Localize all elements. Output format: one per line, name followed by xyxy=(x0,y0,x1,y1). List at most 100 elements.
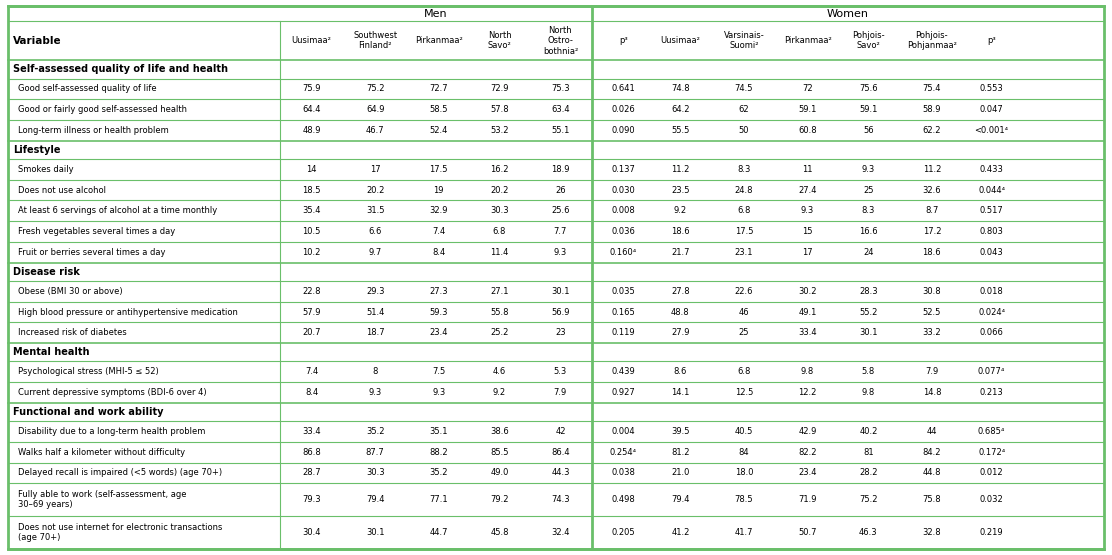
Text: 59.1: 59.1 xyxy=(860,105,877,114)
Text: 50: 50 xyxy=(738,126,749,135)
Text: 27.4: 27.4 xyxy=(798,185,816,195)
Text: 7.9: 7.9 xyxy=(925,367,939,376)
Text: 50.7: 50.7 xyxy=(798,528,816,537)
Text: 60.8: 60.8 xyxy=(798,126,817,135)
Text: 0.030: 0.030 xyxy=(612,185,635,195)
Text: 40.5: 40.5 xyxy=(735,427,753,436)
Text: 9.8: 9.8 xyxy=(862,388,875,397)
Text: 0.553: 0.553 xyxy=(980,84,1003,93)
Text: 49.1: 49.1 xyxy=(798,307,816,316)
Text: 0.035: 0.035 xyxy=(612,287,635,296)
Text: 21.7: 21.7 xyxy=(672,248,689,257)
Text: 12.2: 12.2 xyxy=(798,388,816,397)
Text: 10.2: 10.2 xyxy=(302,248,320,257)
Text: Men: Men xyxy=(424,8,448,18)
Text: 9.2: 9.2 xyxy=(674,206,687,215)
Text: 58.5: 58.5 xyxy=(429,105,448,114)
Text: Pohjois-
Pohjanmaa²: Pohjois- Pohjanmaa² xyxy=(907,31,956,51)
Text: 0.517: 0.517 xyxy=(980,206,1003,215)
Text: Lifestyle: Lifestyle xyxy=(13,145,60,155)
Text: High blood pressure or antihypertensive medication: High blood pressure or antihypertensive … xyxy=(18,307,238,316)
Text: 0.433: 0.433 xyxy=(980,165,1003,174)
Text: 86.4: 86.4 xyxy=(552,448,569,457)
Text: 56: 56 xyxy=(863,126,874,135)
Text: North
Ostro-
bothnia²: North Ostro- bothnia² xyxy=(543,26,578,56)
Text: 72.7: 72.7 xyxy=(429,84,448,93)
Text: Pirkanmaa²: Pirkanmaa² xyxy=(415,36,463,46)
Text: 82.2: 82.2 xyxy=(798,448,816,457)
Text: 55.1: 55.1 xyxy=(552,126,569,135)
Text: 20.2: 20.2 xyxy=(366,185,385,195)
Text: 27.3: 27.3 xyxy=(429,287,448,296)
Text: 24: 24 xyxy=(863,248,874,257)
Text: 45.8: 45.8 xyxy=(490,528,509,537)
Text: 30.4: 30.4 xyxy=(302,528,321,537)
Text: 0.439: 0.439 xyxy=(612,367,635,376)
Text: 7.4: 7.4 xyxy=(433,227,445,236)
Text: 72: 72 xyxy=(802,84,813,93)
Text: 72.9: 72.9 xyxy=(490,84,509,93)
Text: 44: 44 xyxy=(926,427,937,436)
Text: 6.8: 6.8 xyxy=(737,367,751,376)
Text: 27.9: 27.9 xyxy=(672,328,689,337)
Text: 62: 62 xyxy=(738,105,749,114)
Text: Fruit or berries several times a day: Fruit or berries several times a day xyxy=(18,248,166,257)
Text: Varsinais-
Suomi²: Varsinais- Suomi² xyxy=(724,31,764,51)
Text: 53.2: 53.2 xyxy=(490,126,509,135)
Text: 79.2: 79.2 xyxy=(490,495,509,504)
Text: 48.9: 48.9 xyxy=(302,126,321,135)
Text: Southwest
Finland²: Southwest Finland² xyxy=(354,31,397,51)
Text: 75.4: 75.4 xyxy=(923,84,941,93)
Text: 0.641: 0.641 xyxy=(612,84,635,93)
Text: 17.2: 17.2 xyxy=(923,227,941,236)
Text: 12.5: 12.5 xyxy=(735,388,753,397)
Text: 11.4: 11.4 xyxy=(490,248,509,257)
Text: 0.008: 0.008 xyxy=(612,206,635,215)
Text: 84.2: 84.2 xyxy=(923,448,941,457)
Text: 87.7: 87.7 xyxy=(366,448,385,457)
Text: 9.8: 9.8 xyxy=(801,367,814,376)
Text: 35.2: 35.2 xyxy=(429,468,448,477)
Text: 19: 19 xyxy=(434,185,444,195)
Text: 75.8: 75.8 xyxy=(923,495,941,504)
Text: Variable: Variable xyxy=(13,36,61,46)
Text: 41.7: 41.7 xyxy=(735,528,753,537)
Text: 35.4: 35.4 xyxy=(302,206,321,215)
Text: 64.9: 64.9 xyxy=(366,105,385,114)
Text: 74.8: 74.8 xyxy=(671,84,689,93)
Text: 31.5: 31.5 xyxy=(366,206,385,215)
Text: 48.8: 48.8 xyxy=(671,307,689,316)
Text: 74.5: 74.5 xyxy=(735,84,753,93)
Text: 6.6: 6.6 xyxy=(368,227,381,236)
Text: 20.2: 20.2 xyxy=(490,185,509,195)
Text: 63.4: 63.4 xyxy=(552,105,569,114)
Text: 52.5: 52.5 xyxy=(923,307,941,316)
Text: 81: 81 xyxy=(863,448,874,457)
Text: Does not use internet for electronic transactions
(age 70+): Does not use internet for electronic tra… xyxy=(18,523,222,542)
Text: 41.2: 41.2 xyxy=(672,528,689,537)
Text: Fresh vegetables several times a day: Fresh vegetables several times a day xyxy=(18,227,176,236)
Text: 88.2: 88.2 xyxy=(429,448,448,457)
Text: 30.3: 30.3 xyxy=(490,206,509,215)
Text: Delayed recall is impaired (<5 words) (age 70+): Delayed recall is impaired (<5 words) (a… xyxy=(18,468,222,477)
Text: 30.2: 30.2 xyxy=(798,287,816,296)
Text: 0.498: 0.498 xyxy=(612,495,635,504)
Text: 52.4: 52.4 xyxy=(429,126,448,135)
Text: 9.3: 9.3 xyxy=(433,388,445,397)
Text: 32.4: 32.4 xyxy=(552,528,569,537)
Text: 22.8: 22.8 xyxy=(302,287,321,296)
Text: Self-assessed quality of life and health: Self-assessed quality of life and health xyxy=(13,64,228,74)
Text: 0.165: 0.165 xyxy=(612,307,635,316)
Text: 4.6: 4.6 xyxy=(493,367,506,376)
Text: 0.018: 0.018 xyxy=(980,287,1003,296)
Text: Does not use alcohol: Does not use alcohol xyxy=(18,185,106,195)
Text: 81.2: 81.2 xyxy=(672,448,689,457)
Text: 44.7: 44.7 xyxy=(429,528,448,537)
Text: At least 6 servings of alcohol at a time monthly: At least 6 servings of alcohol at a time… xyxy=(18,206,217,215)
Text: 25.2: 25.2 xyxy=(490,328,509,337)
Text: 0.160⁴: 0.160⁴ xyxy=(609,248,637,257)
Text: 75.3: 75.3 xyxy=(552,84,569,93)
Text: 7.7: 7.7 xyxy=(554,227,567,236)
Text: 18.9: 18.9 xyxy=(552,165,569,174)
Text: Obese (BMI 30 or above): Obese (BMI 30 or above) xyxy=(18,287,122,296)
